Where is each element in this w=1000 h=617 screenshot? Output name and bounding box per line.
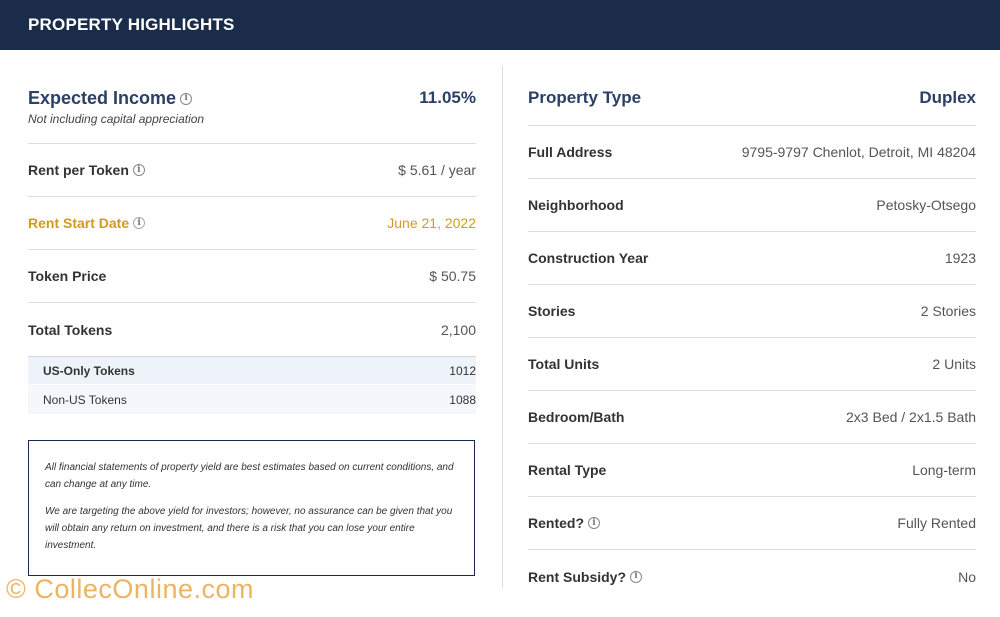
bedroom-bath-row: Bedroom/Bath 2x3 Bed / 2x1.5 Bath: [528, 391, 976, 444]
rent-per-token-value: $ 5.61 / year: [398, 162, 476, 178]
expected-income-row: Expected Income i Not including capital …: [28, 50, 476, 144]
neighborhood-row: Neighborhood Petosky-Otsego: [528, 179, 976, 232]
rent-start-date-label: Rent Start Date: [28, 215, 130, 231]
rent-subsidy-label: Rent Subsidy?: [528, 568, 627, 585]
rented-row: Rented? i Fully Rented: [528, 497, 976, 550]
us-only-tokens-value: 1012: [449, 363, 476, 378]
total-tokens-value: 2,100: [440, 321, 476, 338]
expected-income-subtitle: Not including capital appreciation: [28, 112, 205, 126]
total-units-label: Total Units: [528, 356, 600, 372]
us-only-tokens-row: US-Only Tokens 1012: [28, 356, 476, 385]
total-tokens-row: Total Tokens 2,100: [28, 303, 476, 356]
token-price-label: Token Price: [28, 268, 107, 284]
info-icon[interactable]: i: [588, 517, 600, 529]
stories-label: Stories: [528, 303, 576, 319]
property-type-value: Duplex: [919, 88, 976, 107]
property-type-label: Property Type: [528, 88, 642, 107]
rent-per-token-row: Rent per Token i $ 5.61 / year: [28, 144, 476, 197]
expected-income-label: Expected Income: [28, 88, 177, 108]
property-details-panel: Property Type Duplex Full Address 9795-9…: [528, 50, 976, 603]
info-icon[interactable]: i: [180, 92, 193, 105]
full-address-value: 9795-9797 Chenlot, Detroit, MI 48204: [741, 144, 976, 160]
non-us-tokens-label: Non-US Tokens: [43, 392, 127, 407]
expected-income-value: 11.05%: [419, 88, 476, 107]
construction-year-row: Construction Year 1923: [528, 232, 976, 285]
info-icon[interactable]: i: [630, 570, 643, 583]
rented-value: Fully Rented: [897, 515, 976, 531]
income-panel: Expected Income i Not including capital …: [28, 50, 476, 414]
rent-per-token-label: Rent per Token: [28, 162, 129, 178]
token-price-value: $ 50.75: [429, 268, 476, 284]
total-units-value: 2 Units: [932, 356, 976, 372]
total-units-row: Total Units 2 Units: [528, 338, 976, 391]
neighborhood-label: Neighborhood: [528, 197, 624, 213]
full-address-label: Full Address: [528, 144, 613, 160]
property-type-row: Property Type Duplex: [528, 50, 976, 126]
construction-year-label: Construction Year: [528, 250, 649, 266]
rent-subsidy-row: Rent Subsidy? i No: [528, 550, 976, 603]
us-only-tokens-label: US-Only Tokens: [43, 363, 135, 378]
token-breakdown: US-Only Tokens 1012 Non-US Tokens 1088: [28, 356, 476, 414]
disclaimer-text: All financial statements of property yie…: [45, 462, 454, 490]
rented-label: Rented?: [528, 515, 584, 531]
neighborhood-value: Petosky-Otsego: [876, 197, 976, 213]
disclaimer-text: We are targeting the above yield for inv…: [45, 506, 453, 551]
rent-start-date-row: Rent Start Date i June 21, 2022: [28, 197, 476, 250]
bedroom-bath-label: Bedroom/Bath: [528, 409, 625, 425]
disclaimer-box: All financial statements of property yie…: [28, 440, 475, 576]
rent-start-date-value: June 21, 2022: [387, 215, 476, 231]
total-tokens-label: Total Tokens: [28, 321, 113, 338]
construction-year-value: 1923: [944, 250, 976, 266]
watermark: © CollecOnline.com: [6, 574, 254, 604]
rent-subsidy-value: No: [958, 568, 976, 585]
rental-type-value: Long-term: [912, 462, 976, 478]
info-icon[interactable]: i: [132, 164, 145, 176]
info-icon[interactable]: i: [133, 217, 146, 229]
full-address-row: Full Address 9795-9797 Chenlot, Detroit,…: [528, 126, 976, 179]
bedroom-bath-value: 2x3 Bed / 2x1.5 Bath: [846, 409, 976, 425]
token-price-row: Token Price $ 50.75: [28, 250, 476, 303]
rental-type-label: Rental Type: [528, 462, 607, 478]
non-us-tokens-row: Non-US Tokens 1088: [28, 385, 476, 414]
stories-row: Stories 2 Stories: [528, 285, 976, 338]
header-bar: PROPERTY HIGHLIGHTS: [0, 0, 1000, 50]
stories-value: 2 Stories: [920, 303, 976, 319]
rental-type-row: Rental Type Long-term: [528, 444, 976, 497]
page-title: PROPERTY HIGHLIGHTS: [28, 15, 235, 34]
column-divider: [502, 66, 503, 588]
non-us-tokens-value: 1088: [449, 392, 476, 407]
